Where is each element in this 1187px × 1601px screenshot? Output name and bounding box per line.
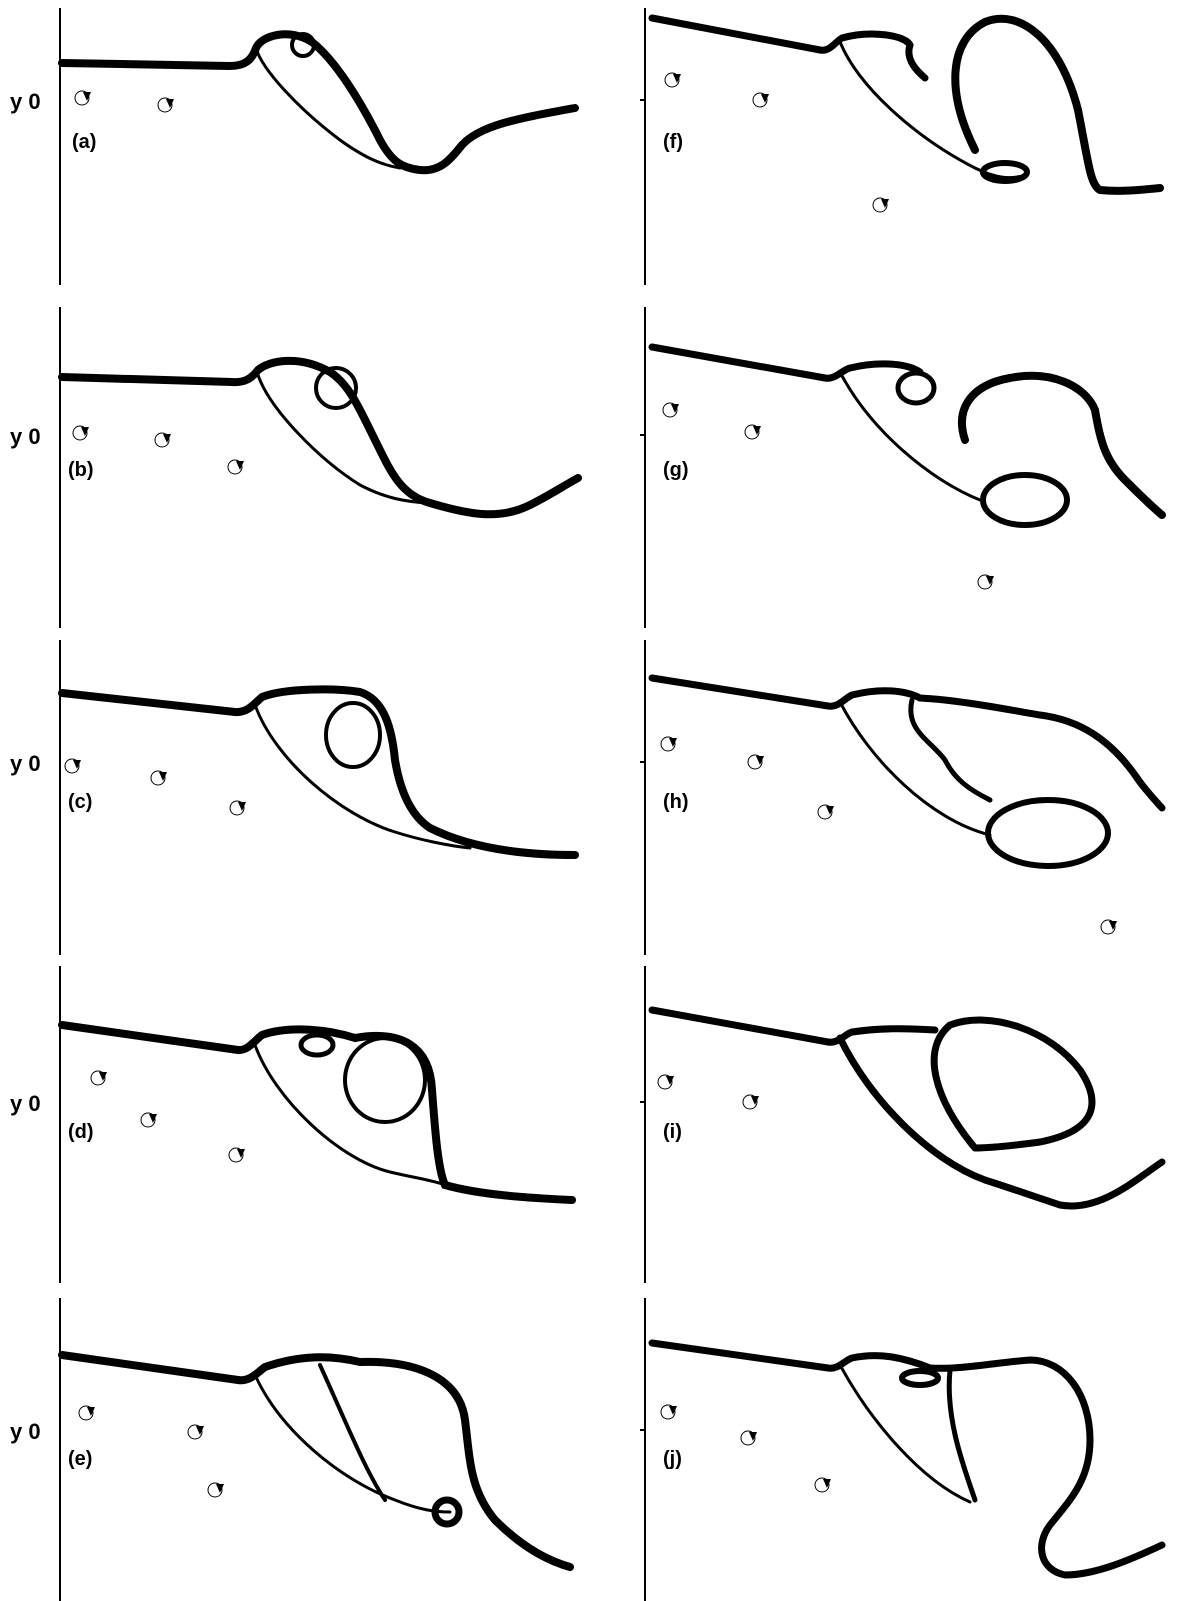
axis-label-y0-a: y 0 bbox=[10, 89, 41, 114]
interface-f bbox=[648, 14, 1164, 195]
panel-label-a: (a) bbox=[72, 131, 97, 153]
panel-label-h: (h) bbox=[663, 791, 689, 813]
interface-g bbox=[648, 343, 1166, 528]
interface-i bbox=[648, 1006, 1166, 1210]
panel-label-i: (i) bbox=[663, 1121, 682, 1143]
axis-label-y0-c: y 0 bbox=[10, 751, 41, 776]
point-vortex-marker bbox=[662, 402, 995, 590]
panel-label-f: (f) bbox=[663, 131, 683, 153]
interface-b bbox=[58, 356, 582, 519]
panel-label-b: (b) bbox=[68, 459, 94, 481]
point-vortex-marker bbox=[72, 425, 245, 475]
point-vortex-marker bbox=[74, 90, 175, 113]
interface-e bbox=[58, 1351, 574, 1571]
point-vortex-marker bbox=[660, 1404, 832, 1493]
point-vortex-marker bbox=[660, 736, 1118, 935]
interface-h bbox=[648, 674, 1166, 869]
interface-j bbox=[648, 1339, 1166, 1579]
panel-label-c: (c) bbox=[68, 791, 93, 813]
panel-label-j: (j) bbox=[663, 1448, 682, 1470]
point-vortex-marker bbox=[664, 72, 890, 213]
axis-label-y0-e: y 0 bbox=[10, 1419, 41, 1444]
point-vortex-marker bbox=[78, 1405, 225, 1498]
point-vortex-marker bbox=[657, 1074, 760, 1110]
interface-c bbox=[58, 685, 579, 859]
panel-label-g: (g) bbox=[663, 459, 689, 481]
axis-label-y0-d: y 0 bbox=[10, 1091, 41, 1116]
axis-label-y0-b: y 0 bbox=[10, 424, 41, 449]
interface-d bbox=[58, 1021, 576, 1204]
panel-label-e: (e) bbox=[68, 1448, 93, 1470]
panel-label-d: (d) bbox=[68, 1121, 94, 1143]
point-vortex-marker bbox=[90, 1070, 246, 1163]
interface-a bbox=[58, 30, 579, 175]
